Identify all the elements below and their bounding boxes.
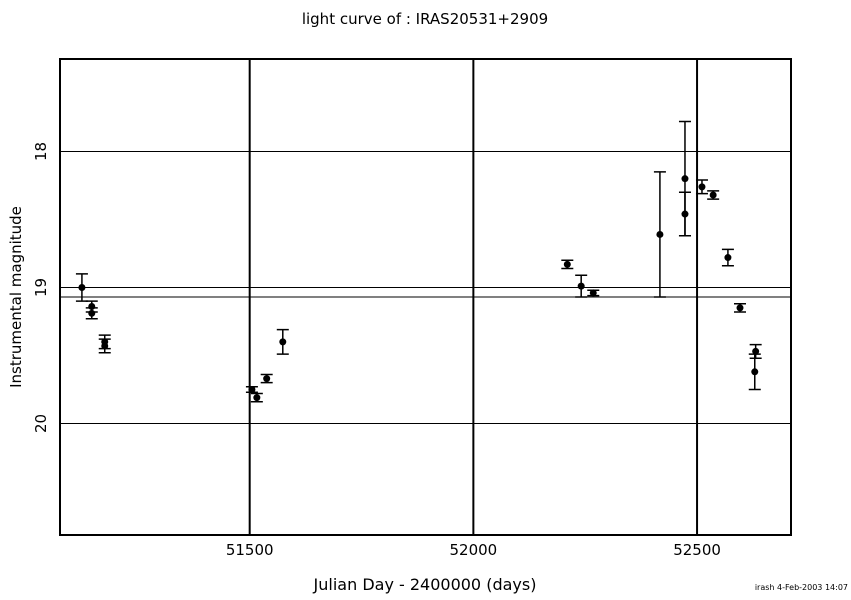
data-point xyxy=(577,282,585,290)
data-point xyxy=(253,394,261,402)
data-point xyxy=(279,338,287,346)
data-point xyxy=(736,304,744,312)
data-point xyxy=(698,183,706,191)
chart-title: light curve of : IRAS20531+2909 xyxy=(302,10,548,28)
y-tick-label: 20 xyxy=(32,414,50,433)
data-point xyxy=(101,342,109,350)
data-point xyxy=(563,260,571,268)
x-tick-label: 52000 xyxy=(450,541,498,559)
data-point xyxy=(78,283,86,291)
y-tick-label: 19 xyxy=(32,278,50,297)
x-axis-label: Julian Day - 2400000 (days) xyxy=(313,575,537,594)
data-point xyxy=(724,254,732,262)
x-tick-label: 51500 xyxy=(226,541,274,559)
data-point xyxy=(88,309,96,317)
data-point xyxy=(681,175,689,183)
data-point xyxy=(681,210,689,218)
data-point xyxy=(752,347,760,355)
data-point xyxy=(589,289,597,297)
data-point xyxy=(248,385,256,393)
data-point xyxy=(751,368,759,376)
data-point xyxy=(709,191,717,199)
y-tick-label: 18 xyxy=(32,142,50,161)
x-tick-label: 52500 xyxy=(673,541,721,559)
y-axis-label: Instrumental magnitude xyxy=(7,206,25,388)
data-point xyxy=(656,230,664,238)
data-point xyxy=(263,375,271,383)
footer: irash 4-Feb-2003 14:07 xyxy=(755,583,848,592)
